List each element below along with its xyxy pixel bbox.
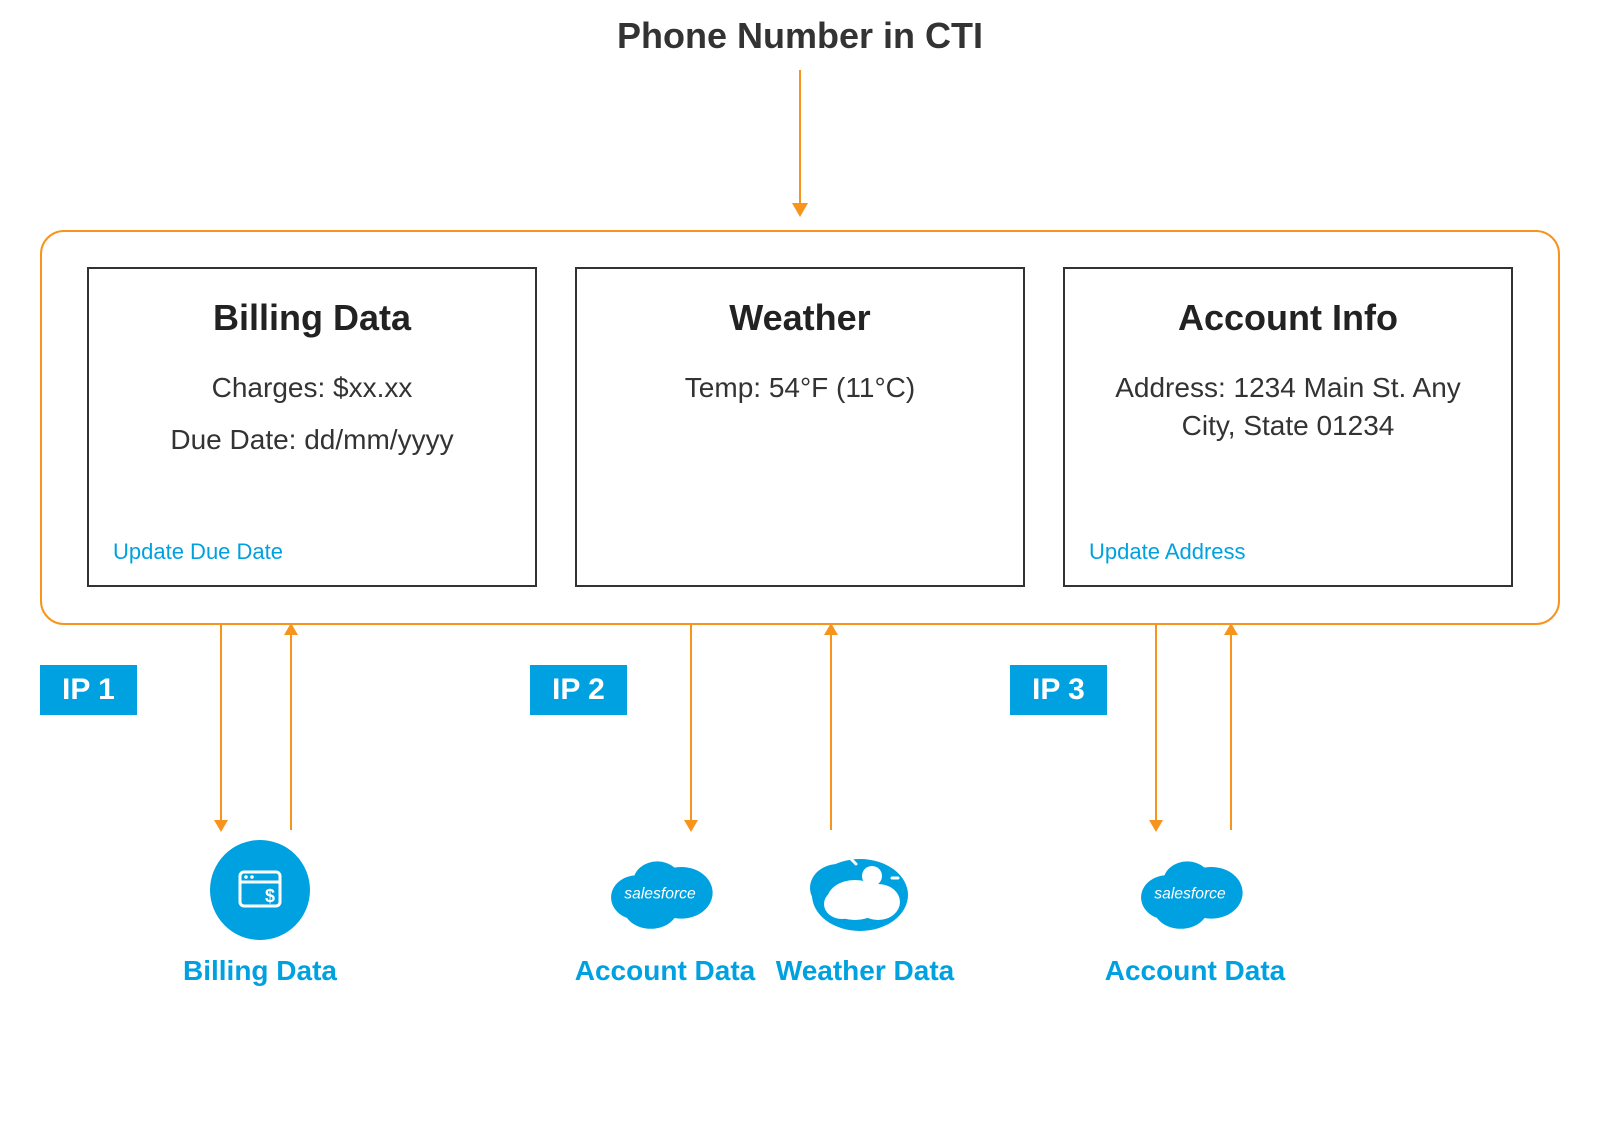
source-label: Account Data [555, 955, 775, 987]
card-line: Due Date: dd/mm/yyyy [113, 421, 511, 459]
update-address-link[interactable]: Update Address [1089, 539, 1246, 565]
source-label: Account Data [1085, 955, 1305, 987]
update-due-date-link[interactable]: Update Due Date [113, 539, 283, 565]
cards-container: Billing Data Charges: $xx.xx Due Date: d… [40, 230, 1560, 625]
card-account: Account Info Address: 1234 Main St. Any … [1063, 267, 1513, 587]
billing-icon: $ [200, 840, 320, 940]
card-line: Address: 1234 Main St. Any City, State 0… [1089, 369, 1487, 445]
source-label: Weather Data [755, 955, 975, 987]
ip-badge-1: IP 1 [40, 665, 137, 715]
source-label: Billing Data [150, 955, 370, 987]
weather-icon [800, 840, 920, 940]
card-line: Temp: 54°F (11°C) [601, 369, 999, 407]
ip-badge-2: IP 2 [530, 665, 627, 715]
arrow-down-icon [220, 625, 222, 830]
card-title: Account Info [1089, 297, 1487, 339]
salesforce-icon: salesforce [1130, 840, 1250, 940]
card-billing: Billing Data Charges: $xx.xx Due Date: d… [87, 267, 537, 587]
svg-text:$: $ [265, 886, 275, 906]
card-line: Charges: $xx.xx [113, 369, 511, 407]
arrow-up-icon [290, 625, 292, 830]
top-arrow [799, 70, 801, 215]
salesforce-icon: salesforce [600, 840, 720, 940]
svg-text:salesforce: salesforce [624, 885, 696, 902]
card-weather: Weather Temp: 54°F (11°C) [575, 267, 1025, 587]
arrow-down-icon [1155, 625, 1157, 830]
top-title: Phone Number in CTI [0, 15, 1600, 57]
card-title: Billing Data [113, 297, 511, 339]
arrow-up-icon [1230, 625, 1232, 830]
card-title: Weather [601, 297, 999, 339]
arrow-down-icon [690, 625, 692, 830]
ip-badge-3: IP 3 [1010, 665, 1107, 715]
diagram-canvas: Phone Number in CTI Billing Data Charges… [0, 0, 1600, 1123]
svg-text:salesforce: salesforce [1154, 885, 1226, 902]
arrow-up-icon [830, 625, 832, 830]
